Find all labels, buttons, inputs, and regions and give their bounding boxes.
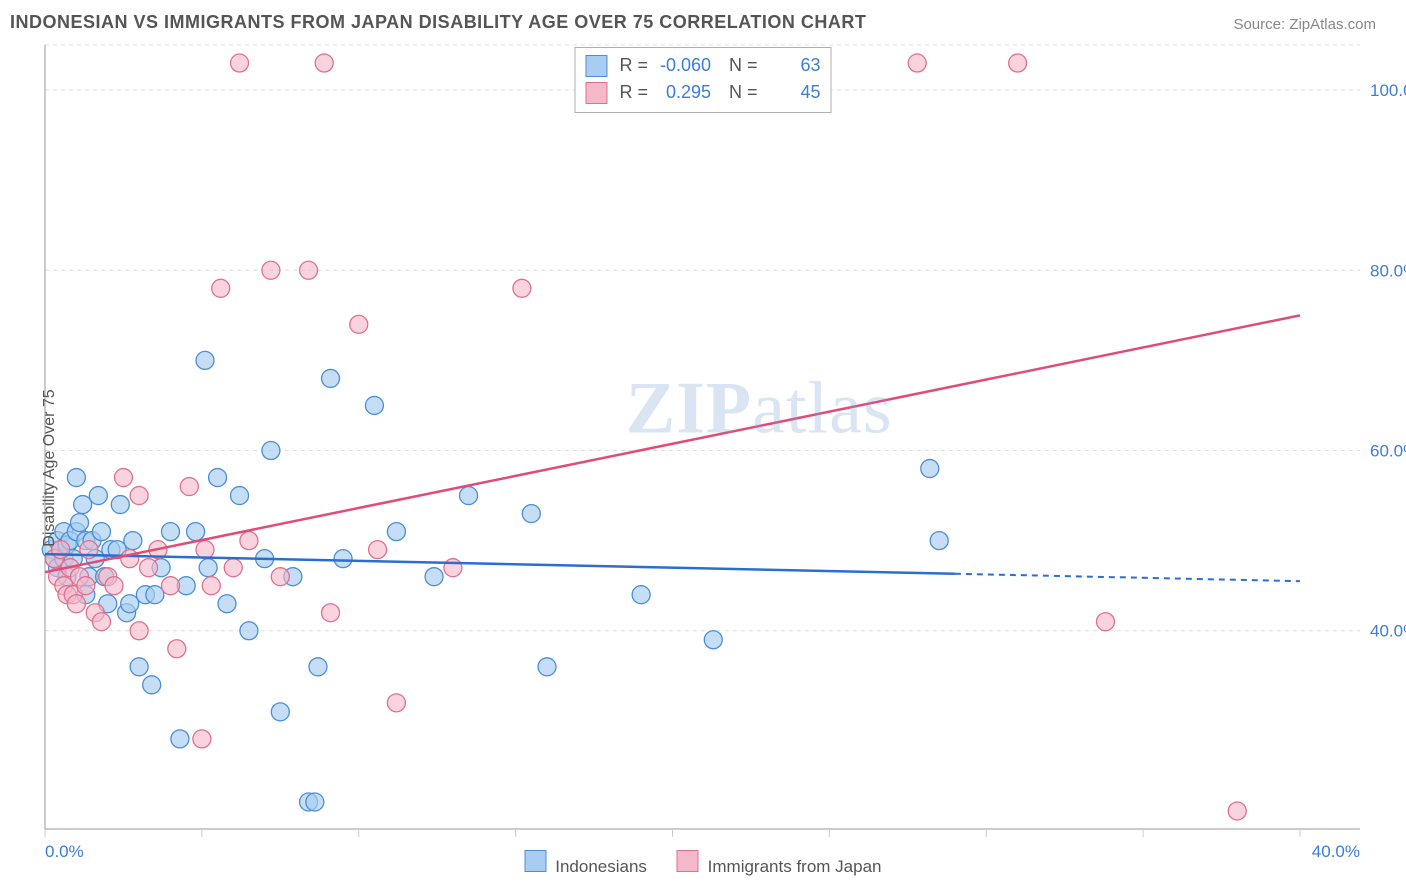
header: INDONESIAN VS IMMIGRANTS FROM JAPAN DISA… (0, 0, 1406, 39)
stats-row: R =-0.060 N =63 (585, 52, 820, 79)
legend-item: Indonesians (525, 850, 647, 877)
swatch-icon (585, 82, 607, 104)
chart-area: Disability Age Over 75 40.0% 60.0% 80.0% 10… (0, 39, 1406, 879)
svg-text:80.0%: 80.0% (1370, 261, 1406, 280)
legend-item: Immigrants from Japan (677, 850, 882, 877)
source-label: Source: ZipAtlas.com (1233, 16, 1376, 33)
swatch-icon (585, 55, 607, 77)
swatch-icon (525, 850, 547, 872)
svg-text:40.0%: 40.0% (1312, 842, 1360, 861)
scatter-chart: 40.0% 60.0% 80.0% 100.0% 0.0% 40.0% (0, 39, 1406, 879)
svg-text:40.0%: 40.0% (1370, 622, 1406, 641)
y-axis-label: Disability Age Over 75 (41, 368, 59, 568)
svg-text:60.0%: 60.0% (1370, 442, 1406, 461)
chart-title: INDONESIAN VS IMMIGRANTS FROM JAPAN DISA… (10, 12, 866, 33)
stats-legend: R =-0.060 N =63 R =0.295 N =45 (574, 47, 831, 113)
svg-text:0.0%: 0.0% (45, 842, 84, 861)
stats-row: R =0.295 N =45 (585, 79, 820, 106)
legend-bottom: Indonesians Immigrants from Japan (525, 850, 882, 877)
swatch-icon (677, 850, 699, 872)
svg-text:100.0%: 100.0% (1370, 81, 1406, 100)
